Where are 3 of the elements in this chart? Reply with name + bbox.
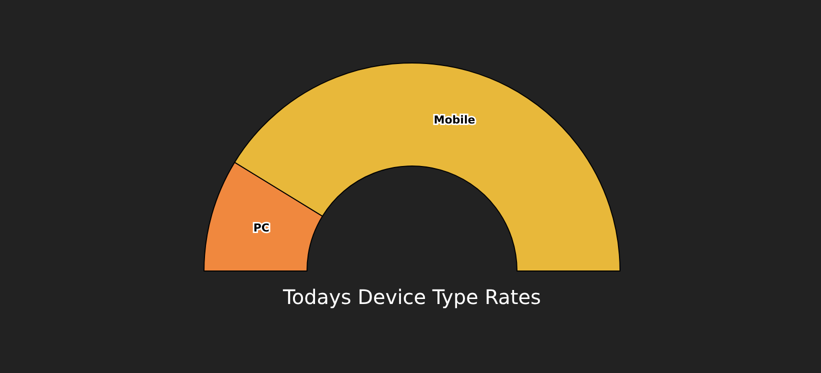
text: Todays Device Type Rates <box>282 285 541 309</box>
slice-label: Mobile <box>434 113 476 126</box>
slice-label: PC <box>253 222 270 235</box>
